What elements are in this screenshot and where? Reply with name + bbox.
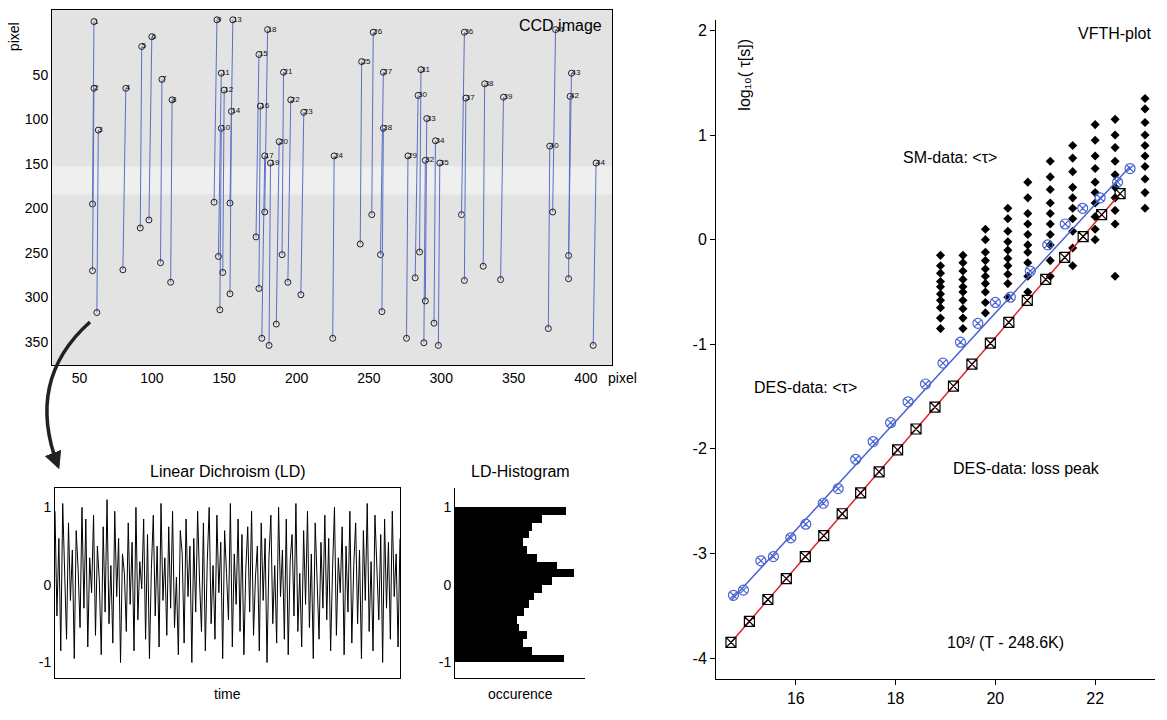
svg-text:150: 150 (25, 156, 49, 172)
svg-text:400: 400 (574, 370, 598, 386)
svg-text:6: 6 (152, 32, 157, 41)
svg-text:1: 1 (94, 17, 99, 26)
svg-text:0: 0 (443, 577, 451, 593)
svg-text:24: 24 (334, 151, 343, 160)
svg-text:10: 10 (221, 123, 230, 132)
svg-text:2: 2 (94, 83, 99, 92)
svg-text:16: 16 (787, 690, 805, 707)
svg-text:occurence: occurence (488, 686, 553, 702)
svg-text:250: 250 (357, 370, 381, 386)
svg-text:22: 22 (1086, 690, 1104, 707)
svg-text:50: 50 (72, 370, 88, 386)
svg-text:300: 300 (25, 289, 49, 305)
svg-text:29: 29 (408, 151, 417, 160)
svg-text:32: 32 (425, 155, 434, 164)
svg-text:16: 16 (260, 101, 269, 110)
svg-text:0: 0 (698, 231, 707, 248)
svg-text:22: 22 (291, 95, 300, 104)
svg-text:1: 1 (698, 127, 707, 144)
svg-text:2: 2 (698, 22, 707, 39)
svg-text:28: 28 (383, 123, 392, 132)
svg-text:Linear Dichroism (LD): Linear Dichroism (LD) (150, 463, 306, 480)
svg-text:37: 37 (466, 93, 475, 102)
svg-text:25: 25 (362, 57, 371, 66)
svg-text:42: 42 (570, 91, 579, 100)
svg-text:33: 33 (427, 114, 436, 123)
svg-text:pixel: pixel (6, 22, 22, 51)
svg-text:-1: -1 (39, 654, 52, 670)
svg-text:-4: -4 (693, 650, 707, 667)
svg-text:17: 17 (265, 151, 274, 160)
svg-text:100: 100 (140, 370, 164, 386)
svg-text:39: 39 (503, 92, 512, 101)
svg-text:23: 23 (304, 107, 313, 116)
svg-text:30: 30 (418, 90, 427, 99)
svg-text:9: 9 (217, 15, 222, 24)
svg-text:250: 250 (25, 245, 49, 261)
svg-text:200: 200 (25, 200, 49, 216)
svg-text:10³/ (T - 248.6K): 10³/ (T - 248.6K) (947, 634, 1064, 651)
svg-text:CCD image: CCD image (519, 17, 602, 34)
svg-text:13: 13 (233, 15, 242, 24)
svg-text:14: 14 (231, 106, 240, 115)
svg-text:19: 19 (271, 158, 280, 167)
svg-text:40: 40 (550, 141, 559, 150)
svg-text:12: 12 (224, 85, 233, 94)
svg-text:-2: -2 (693, 440, 707, 457)
svg-text:27: 27 (383, 67, 392, 76)
svg-text:VFTH-plot: VFTH-plot (1078, 25, 1151, 42)
svg-text:300: 300 (430, 370, 454, 386)
svg-text:20: 20 (986, 690, 1004, 707)
svg-text:150: 150 (213, 370, 237, 386)
svg-text:3: 3 (98, 125, 103, 134)
svg-text:log₁₀( τ[s]): log₁₀( τ[s]) (736, 39, 753, 111)
svg-text:-1: -1 (693, 336, 707, 353)
svg-text:8: 8 (172, 95, 177, 104)
svg-text:LD-Histogram: LD-Histogram (471, 463, 570, 480)
svg-text:18: 18 (887, 690, 905, 707)
svg-text:38: 38 (485, 79, 494, 88)
svg-text:31: 31 (421, 65, 430, 74)
svg-text:41: 41 (556, 25, 565, 34)
svg-text:21: 21 (284, 67, 293, 76)
svg-text:20: 20 (279, 137, 288, 146)
svg-text:7: 7 (162, 74, 167, 83)
svg-text:200: 200 (285, 370, 309, 386)
svg-text:11: 11 (221, 68, 230, 77)
svg-text:SM-data: <τ>: SM-data: <τ> (903, 149, 997, 166)
svg-text:50: 50 (33, 67, 49, 83)
svg-text:5: 5 (142, 41, 147, 50)
svg-text:43: 43 (571, 68, 580, 77)
svg-text:18: 18 (268, 25, 277, 34)
svg-text:15: 15 (259, 49, 268, 58)
svg-text:350: 350 (25, 334, 49, 350)
svg-text:4: 4 (126, 83, 131, 92)
svg-text:-3: -3 (693, 545, 707, 562)
svg-text:26: 26 (373, 27, 382, 36)
svg-text:pixel: pixel (608, 370, 637, 386)
svg-text:34: 34 (435, 136, 444, 145)
svg-text:0: 0 (43, 577, 51, 593)
svg-text:44: 44 (596, 158, 605, 167)
svg-text:-1: -1 (439, 654, 452, 670)
svg-text:35: 35 (440, 158, 449, 167)
svg-text:1: 1 (443, 499, 451, 515)
svg-text:1: 1 (43, 499, 51, 515)
svg-text:time: time (214, 686, 241, 702)
svg-text:100: 100 (25, 111, 49, 127)
svg-text:DES-data: loss peak: DES-data: loss peak (953, 460, 1100, 477)
svg-text:350: 350 (502, 370, 526, 386)
svg-text:36: 36 (464, 27, 473, 36)
svg-text:DES-data: <τ>: DES-data: <τ> (754, 379, 857, 396)
